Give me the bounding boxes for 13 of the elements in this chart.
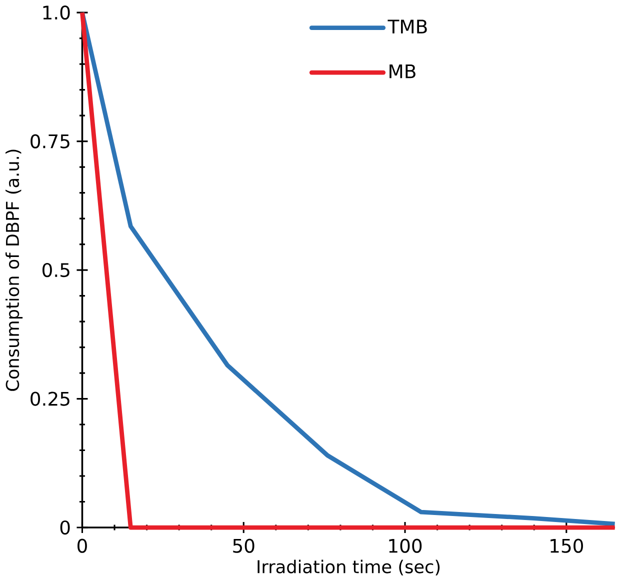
- x-tick-label: 100: [389, 538, 422, 553]
- x-tick-label: 150: [550, 538, 583, 553]
- x-tick-label: 50: [233, 538, 254, 553]
- y-tick-label: 1.0: [43, 6, 70, 20]
- x-axis-title: Irradiation time (sec): [258, 560, 440, 576]
- y-tick-label: 0: [60, 520, 70, 535]
- x-tick-label: 0: [78, 538, 87, 553]
- legend-label: MB: [390, 64, 416, 78]
- y-axis-title: Consumption of DBPF (a.u.): [6, 150, 23, 391]
- y-tick-label: 0.5: [42, 263, 70, 278]
- y-tick-label: 0.75: [30, 134, 70, 148]
- legend-label: TMB: [388, 20, 427, 34]
- y-tick-label: 0.25: [30, 392, 70, 406]
